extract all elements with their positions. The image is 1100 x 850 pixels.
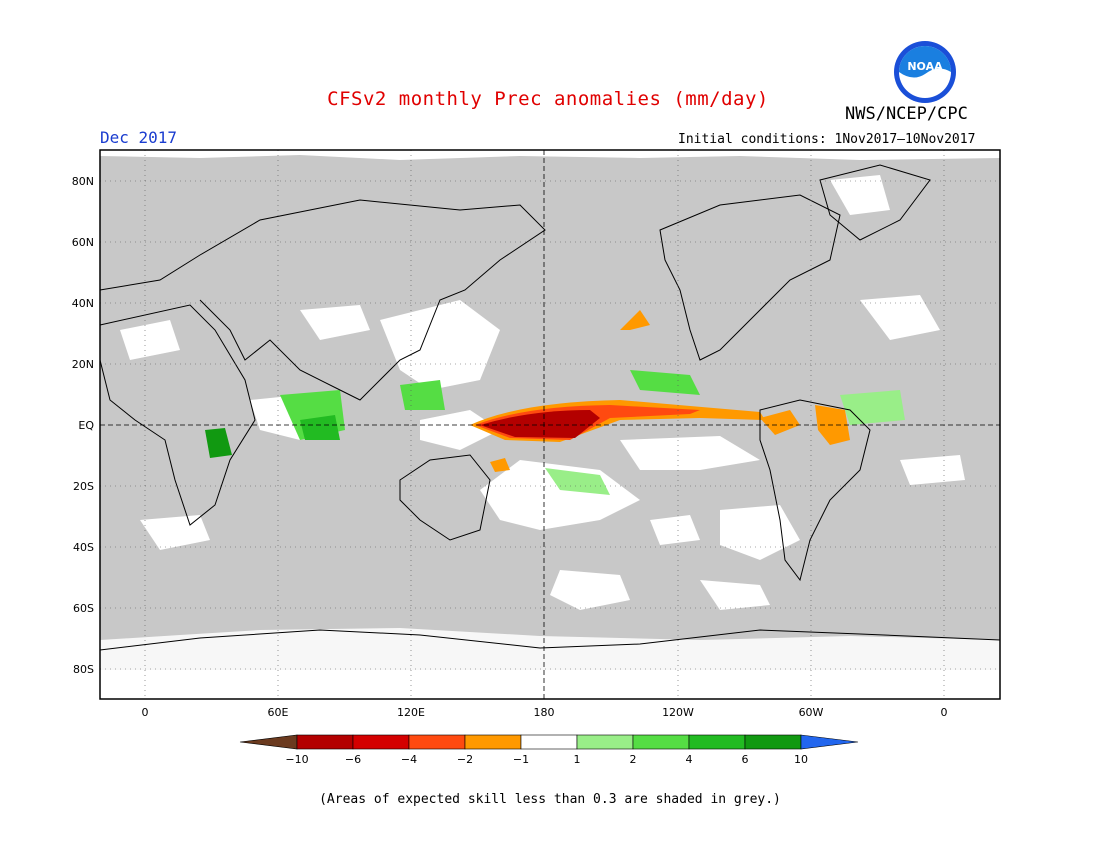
lat-label: 40N [72,297,94,310]
lat-label: 80S [73,663,94,676]
lat-axis: 80N 60N 40N 20N EQ 20S 40S 60S 80S [72,175,95,676]
colorbar-label: −10 [285,753,308,766]
lat-label: 80N [72,175,94,188]
lat-label: 60S [73,602,94,615]
noaa-logo: NOAA [893,40,957,104]
colorbar-cell [800,734,859,750]
lat-label: 20N [72,358,94,371]
colorbar-cell [408,734,466,750]
lat-label: 40S [73,541,94,554]
coastlines [99,164,1001,651]
colorbar-label: 4 [686,753,693,766]
chart-title: CFSv2 monthly Prec anomalies (mm/day) [327,88,769,110]
lon-label: 120W [662,706,694,719]
colorbar-cell [688,734,746,750]
colorbar-label: 6 [742,753,749,766]
colorbar-cell [352,734,410,750]
colorbar-label: 10 [794,753,808,766]
forecast-month: Dec 2017 [100,128,178,147]
map-gridlines [100,150,1000,699]
lon-label: 180 [534,706,555,719]
lon-label: 60W [799,706,824,719]
colorbar-cell [632,734,690,750]
colorbar-cell [296,734,354,750]
lat-label: 60N [72,236,94,249]
skill-footnote: (Areas of expected skill less than 0.3 a… [319,792,781,807]
equator-dateline [100,150,1000,699]
initial-conditions: Initial conditions: 1Nov2017–10Nov2017 [678,132,976,147]
colorbar-cell [239,734,298,750]
lat-label: 20S [73,480,94,493]
map-frame [99,149,1001,700]
lon-label: 60E [268,706,289,719]
lat-label: EQ [78,419,94,432]
lon-axis: 0 60E 120E 180 120W 60W 0 [142,706,948,719]
colorbar-label: −2 [457,753,473,766]
lon-label: 120E [397,706,425,719]
lon-label: 0 [142,706,149,719]
colorbar-cell [464,734,522,750]
colorbar-label: −4 [401,753,417,766]
colorbar-cell [576,734,634,750]
lon-label: 0 [941,706,948,719]
colorbar-cell [744,734,802,750]
colorbar-label: −6 [345,753,361,766]
noaa-logo-text: NOAA [907,60,943,73]
colorbar-label: 1 [574,753,581,766]
colorbar: −10 −6 −4 −2 −1 1 2 4 6 10 [239,734,859,766]
colorbar-cell [520,734,578,750]
colorbar-label: 2 [630,753,637,766]
organization-label: NWS/NCEP/CPC [845,104,968,124]
colorbar-label: −1 [513,753,529,766]
